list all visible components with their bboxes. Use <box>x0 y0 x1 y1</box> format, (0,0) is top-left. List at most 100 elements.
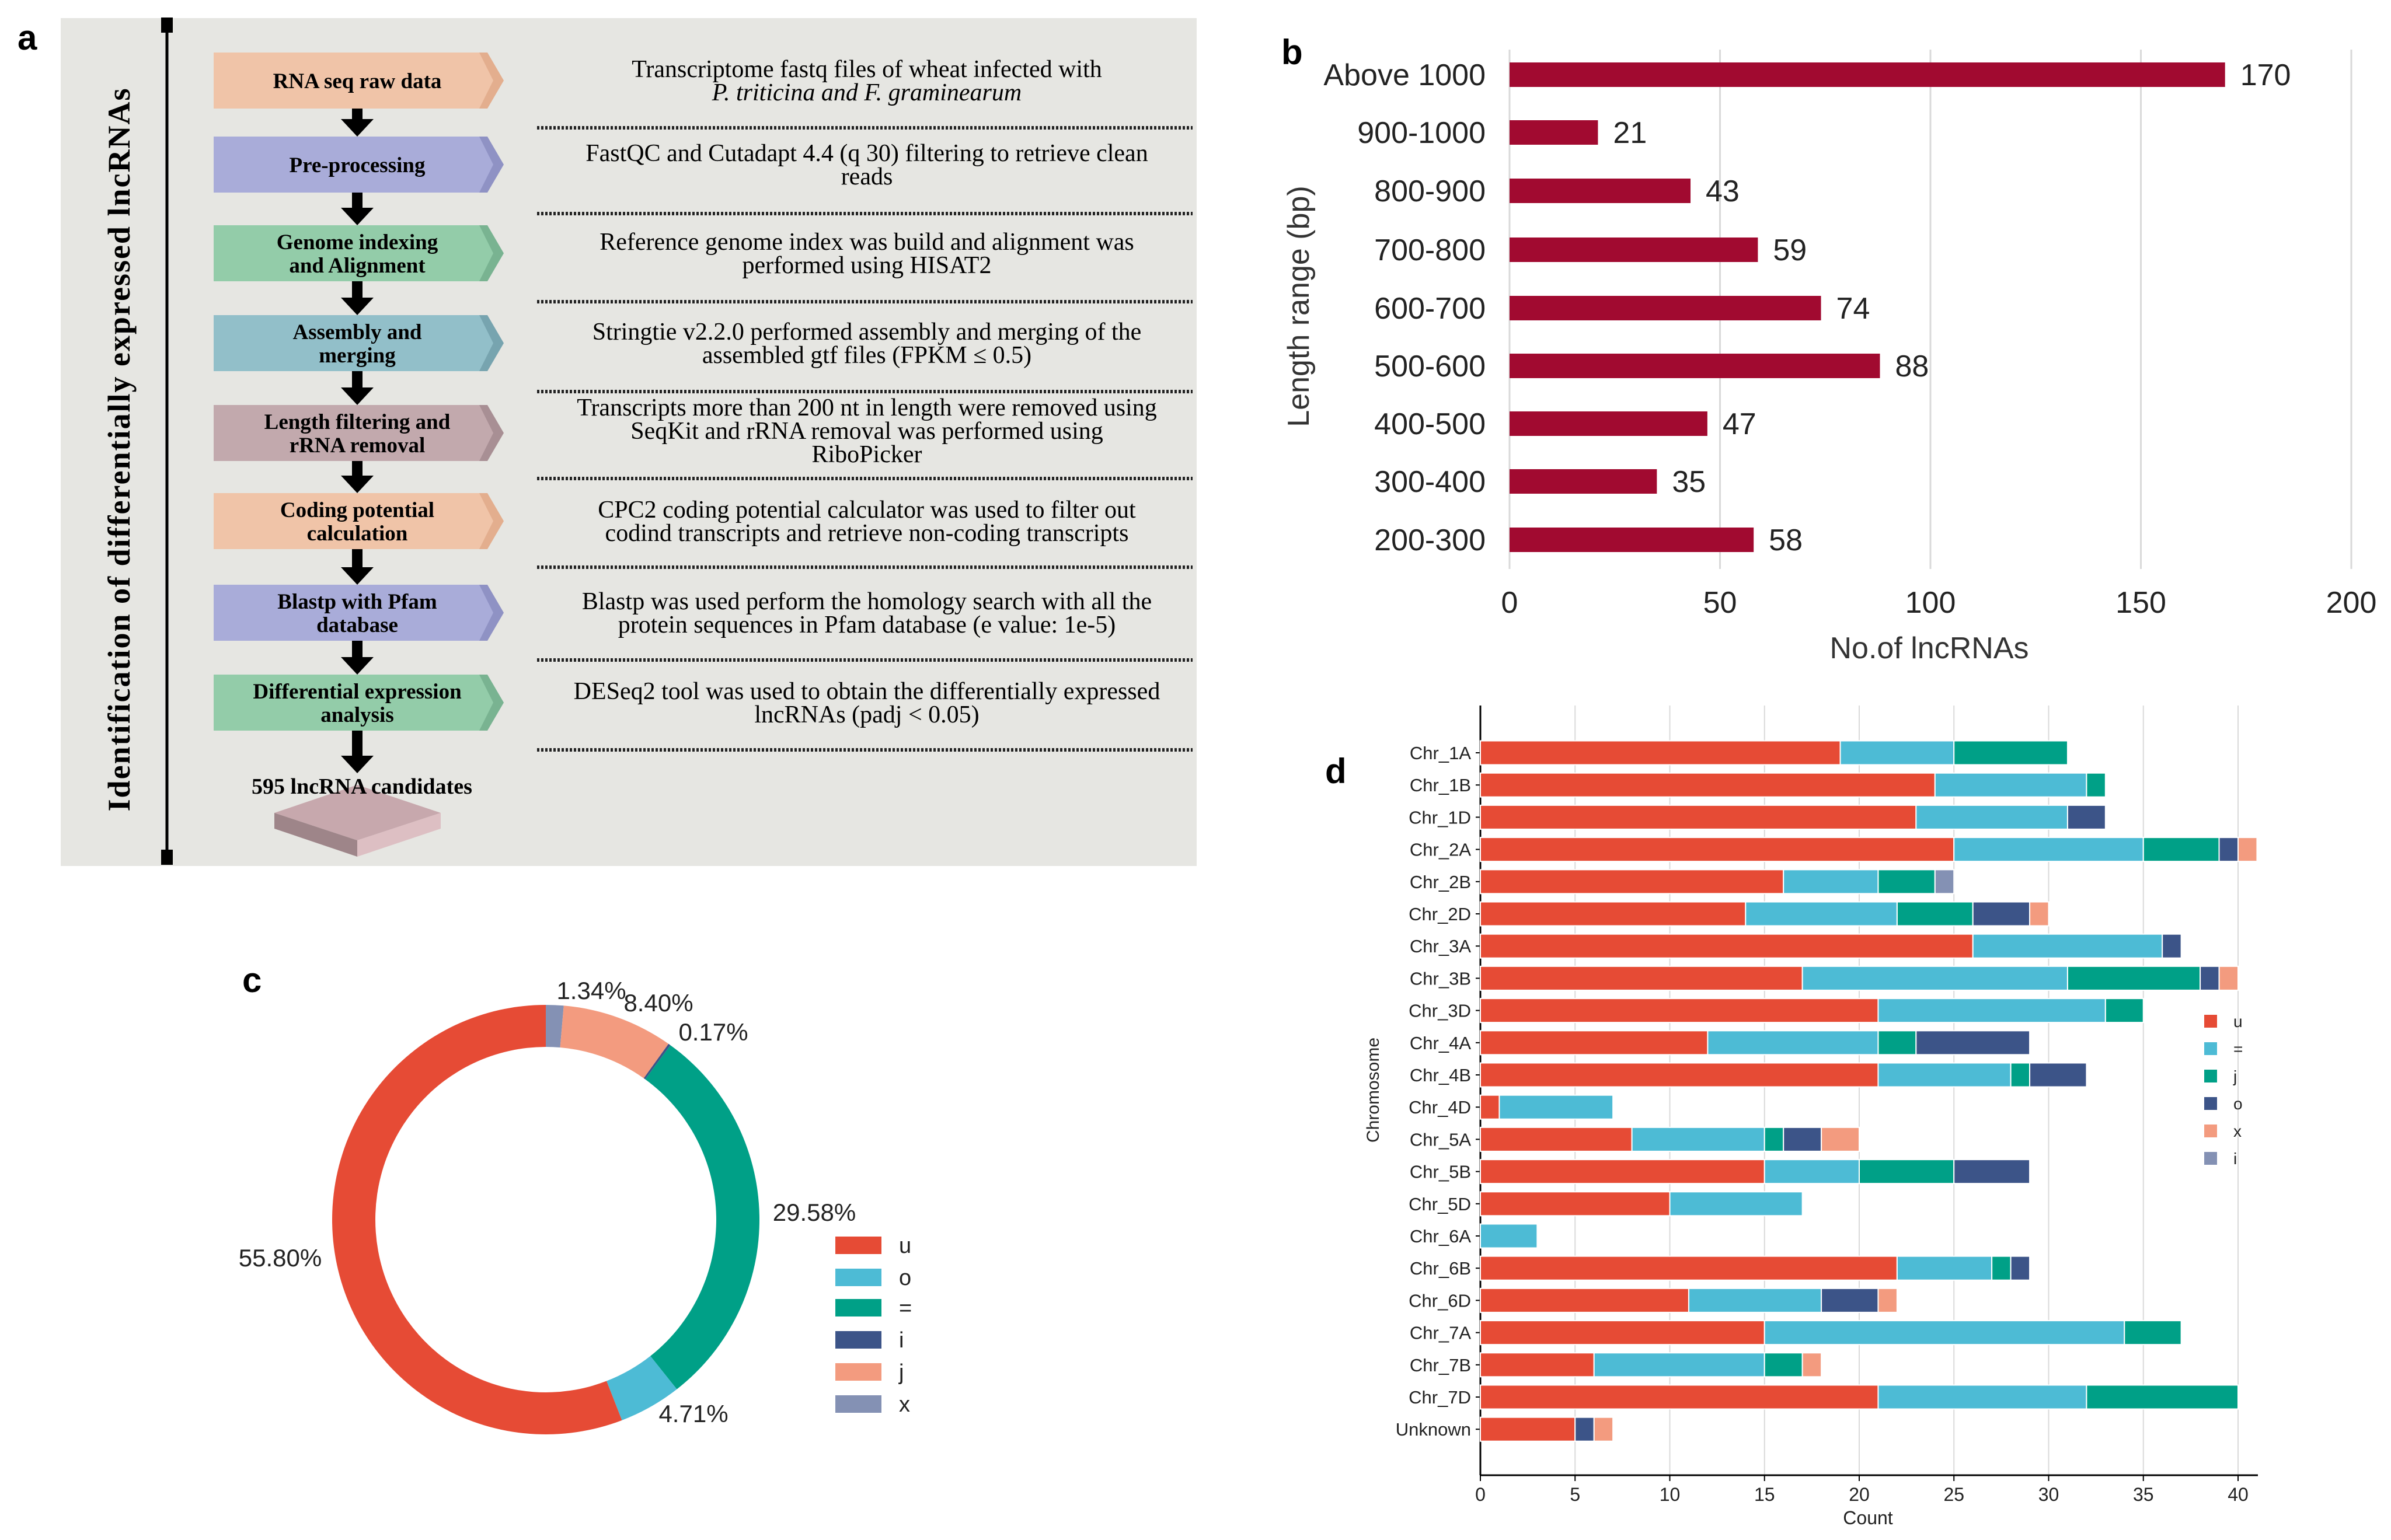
step-box-label: RNA seq raw data <box>273 69 442 93</box>
step-box <box>214 493 493 549</box>
bar-segment-j <box>2142 837 2220 862</box>
bar-segment-u <box>1480 772 1936 798</box>
y-tick-label: Chr_4D <box>1409 1097 1471 1118</box>
bar-segment-= <box>1763 1159 1860 1185</box>
bar-segment-o <box>1574 1416 1595 1442</box>
bar-segment-j <box>2104 998 2144 1024</box>
bar-data-label: 47 <box>1723 407 1756 441</box>
step-box <box>214 585 493 641</box>
x-tick-label: 0 <box>1501 586 1518 620</box>
bar-segment-u <box>1480 1384 1879 1410</box>
flow-arrow-shaft <box>352 731 363 758</box>
bar-segment-u <box>1480 1191 1671 1217</box>
workflow-vertical-title: Identification of differentially express… <box>102 88 137 812</box>
bar-segment-= <box>1896 1255 1993 1281</box>
step-description: DESeq2 tool was used to obtain the diffe… <box>574 678 1160 705</box>
step-box-label: Coding potential <box>280 498 434 522</box>
legend-swatch <box>835 1363 881 1381</box>
bar-segment-= <box>1745 901 1898 927</box>
y-tick-label: Chr_5B <box>1410 1162 1471 1182</box>
x-axis-title: No.of lncRNAs <box>1830 631 2029 665</box>
bar-segment-j <box>2066 965 2201 991</box>
bar-segment-= <box>1783 869 1879 895</box>
bar-segment-j <box>2086 1384 2239 1410</box>
bar-segment-o <box>1953 1159 2031 1185</box>
step-box-label: analysis <box>320 703 393 727</box>
bar-segment-o <box>1972 901 2031 927</box>
bar <box>1510 411 1707 436</box>
panel-c-donut-chart: c 1.34%8.40%0.17% 29.58% 4.71% 55.80% uo = ijx <box>239 961 912 1434</box>
x-tick-label: 30 <box>2038 1484 2059 1505</box>
x-tick-label: 150 <box>2115 586 2166 620</box>
bar-segment-j <box>1953 740 2068 766</box>
flow-arrow-down-icon <box>341 756 374 773</box>
bar-segment-x <box>2218 965 2239 991</box>
y-tick-label: 600-700 <box>1374 292 1486 326</box>
step-box-label: Genome indexing <box>277 231 438 254</box>
y-tick-label: Above 1000 <box>1323 58 1486 92</box>
result-label: 595 lncRNA candidates <box>252 774 472 799</box>
bar-segment-j <box>1991 1255 2012 1281</box>
y-tick-label: 700-800 <box>1374 233 1486 267</box>
bar-segment-j <box>2086 772 2106 798</box>
x-tick-label: 25 <box>1943 1484 1964 1505</box>
y-tick-label: 900-1000 <box>1357 116 1486 150</box>
bar-segment-o <box>1783 1126 1822 1152</box>
legend-swatch <box>835 1331 881 1349</box>
bar-segment-j <box>1877 869 1936 895</box>
step-box-label: and Alignment <box>289 254 426 278</box>
legend-swatch <box>2204 1042 2217 1055</box>
bar-segment-u <box>1480 1126 1633 1152</box>
bar-segment-u <box>1480 1255 1898 1281</box>
panel-label-d: d <box>1325 752 1347 791</box>
slice-label: 55.80% <box>239 1244 322 1272</box>
step-description: lncRNAs (padj < 0.05) <box>754 701 979 728</box>
y-tick-label: Chr_2A <box>1410 840 1471 860</box>
legend-label: u <box>899 1234 911 1258</box>
result-cube-icon <box>274 785 441 857</box>
step-box <box>214 225 493 281</box>
y-tick-label: 400-500 <box>1374 407 1486 441</box>
bar-segment-o <box>2010 1255 2031 1281</box>
y-axis-title: Length range (bp) <box>1282 186 1316 427</box>
flow-arrow-down-icon <box>341 298 374 315</box>
y-tick-label: Chr_3A <box>1410 936 1471 956</box>
panel-label-b: b <box>1281 33 1303 72</box>
step-box-label: database <box>316 613 398 637</box>
flow-arrow-shaft <box>352 193 363 210</box>
legend-label: i <box>899 1328 904 1353</box>
bar-segment-u <box>1480 1352 1595 1378</box>
bar-segment-u <box>1480 1094 1500 1120</box>
y-tick-label: Chr_6A <box>1410 1226 1471 1246</box>
donut-slice-= <box>645 1045 759 1389</box>
step-description: Transcripts more than 200 nt in length w… <box>577 394 1156 421</box>
step-box-label: Blastp with Pfam <box>277 590 437 614</box>
flow-arrow-shaft <box>352 281 363 300</box>
donut-slice-o <box>607 1356 677 1420</box>
y-axis-title: Chromosome <box>1364 1038 1383 1143</box>
bar-segment-o <box>2162 933 2182 959</box>
bar-data-label: 88 <box>1895 350 1929 383</box>
step-description: performed using HISAT2 <box>743 252 992 279</box>
legend-swatch <box>2204 1070 2217 1082</box>
bar-segment-x <box>2237 837 2258 862</box>
bar-segment-= <box>1801 965 2068 991</box>
panel-label-c: c <box>242 961 262 1000</box>
bar-segment-o <box>2200 965 2220 991</box>
step-description: P. triticina and F. graminearum <box>712 79 1022 106</box>
legend-label: o <box>2233 1095 2243 1113</box>
panel-b-length-chart: b 0 50 100 150 200 Above 1000 170 900-1000 21 800… <box>1281 33 2376 665</box>
bar-segment-j <box>1859 1159 1955 1185</box>
legend-label: j <box>2233 1067 2237 1085</box>
slice-label: 0.17% <box>678 1018 748 1046</box>
flow-arrow-down-icon <box>341 567 374 585</box>
step-box <box>214 137 493 193</box>
x-tick-label: 40 <box>2228 1484 2249 1505</box>
legend-label: x <box>2233 1122 2242 1140</box>
bar <box>1510 469 1657 494</box>
y-tick-label: Chr_4A <box>1410 1033 1471 1053</box>
step-description: codind transcripts and retrieve non-codi… <box>605 520 1129 547</box>
x-axis-title: Count <box>1843 1507 1893 1528</box>
x-tick-label: 15 <box>1754 1484 1775 1505</box>
